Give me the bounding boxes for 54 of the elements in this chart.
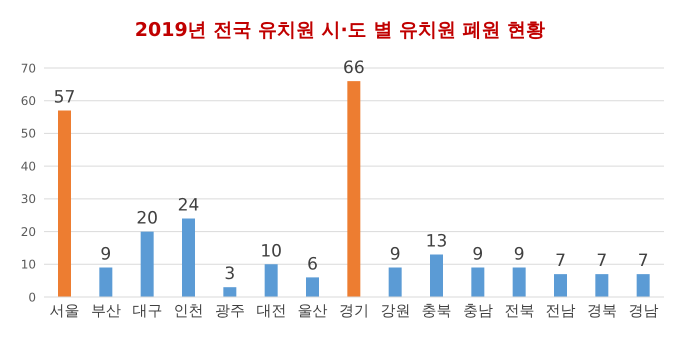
bar [140, 232, 154, 297]
data-label: 9 [390, 244, 401, 265]
bar [388, 268, 402, 297]
x-tick-label: 울산 [298, 302, 328, 320]
y-tick-label: 40 [20, 159, 36, 174]
bar [595, 274, 608, 297]
x-tick-label: 경기 [339, 302, 369, 320]
data-label: 57 [54, 88, 76, 108]
data-label: 10 [260, 241, 282, 262]
bar [512, 268, 526, 297]
y-tick-label: 70 [20, 61, 36, 76]
x-tick-label: 부산 [91, 302, 121, 320]
data-label: 7 [555, 251, 566, 272]
chart-title: 2019년 전국 유치원 시·도 별 유치원 폐원 현황 [134, 18, 546, 43]
bar [347, 81, 360, 297]
x-tick-label: 전남 [546, 302, 576, 320]
data-label: 7 [596, 251, 608, 272]
y-tick-label: 10 [20, 258, 36, 272]
x-tick-label: 대구 [132, 302, 162, 320]
y-tick-label: 0 [28, 290, 36, 304]
data-label: 20 [136, 208, 158, 229]
bar [636, 274, 650, 297]
data-label: 13 [426, 231, 448, 252]
bar [471, 268, 484, 297]
x-tick-label: 서울 [50, 302, 80, 320]
bar [99, 268, 112, 297]
bar [264, 264, 278, 297]
data-label: 6 [307, 254, 318, 274]
data-label: 9 [472, 244, 484, 265]
bar [182, 218, 195, 297]
data-label: 9 [514, 244, 525, 265]
y-tick-label: 50 [20, 126, 36, 141]
bar [223, 287, 236, 297]
y-tick-label: 20 [20, 224, 36, 239]
data-label: 7 [638, 251, 649, 272]
bar [554, 274, 567, 297]
bar [306, 277, 319, 297]
x-tick-label: 대전 [256, 302, 286, 320]
data-label: 24 [178, 195, 200, 216]
data-label: 3 [224, 264, 236, 284]
data-label: 9 [100, 244, 112, 265]
x-tick-label: 전북 [504, 302, 534, 320]
y-tick-label: 30 [20, 192, 36, 206]
data-label: 66 [343, 58, 365, 78]
x-tick-label: 강원 [380, 302, 410, 320]
x-tick-label: 충남 [463, 302, 493, 320]
y-tick-label: 60 [20, 94, 36, 108]
bar [58, 110, 71, 297]
bar [430, 254, 443, 297]
x-tick-label: 경남 [628, 302, 658, 320]
x-tick-label: 충북 [422, 302, 452, 320]
x-tick-label: 인천 [174, 302, 204, 320]
x-tick-label: 경북 [587, 302, 617, 320]
x-tick-label: 광주 [215, 302, 245, 320]
